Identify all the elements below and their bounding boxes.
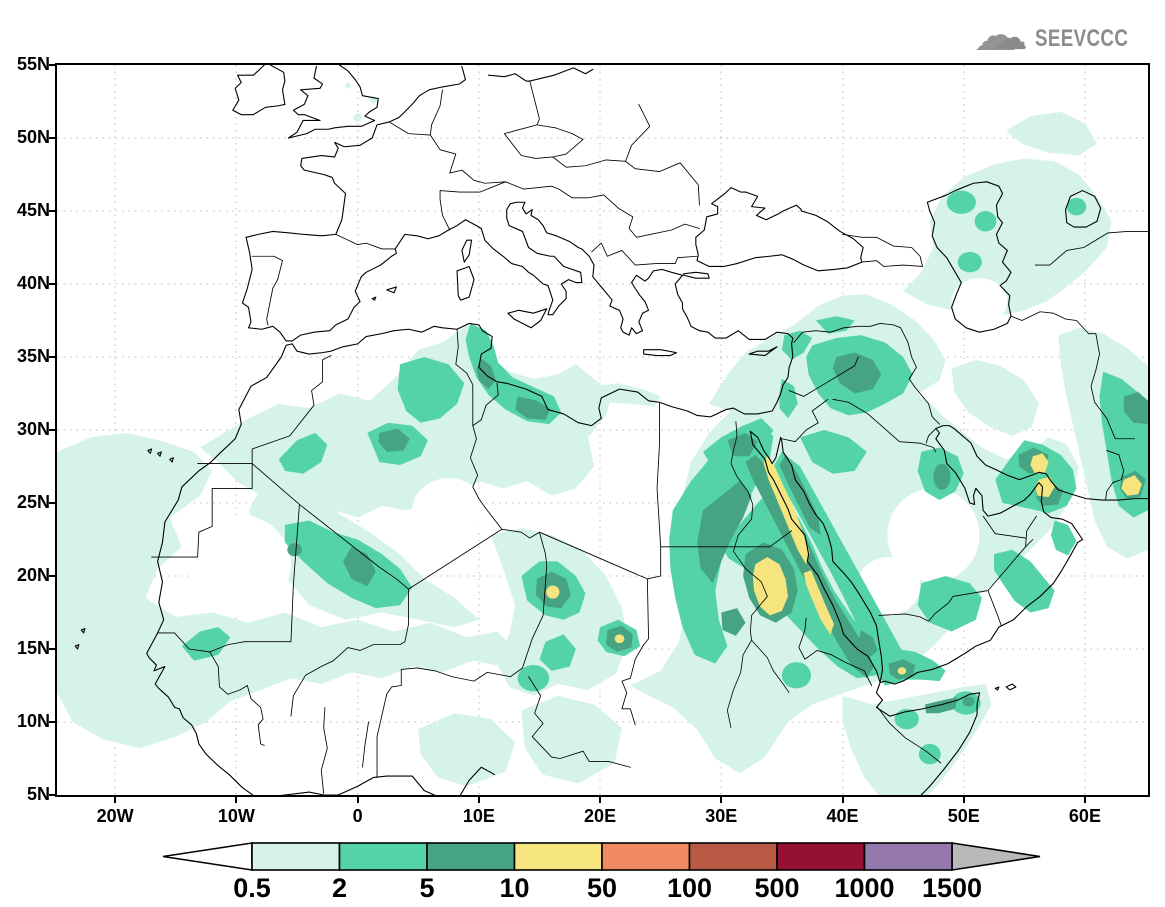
lon-tick bbox=[962, 795, 965, 803]
legend-color-segment bbox=[338, 842, 428, 871]
lon-tick bbox=[114, 795, 117, 803]
legend-threshold-label: 1500 bbox=[921, 873, 983, 903]
lon-tick-label: 60E bbox=[1068, 806, 1101, 826]
lon-tick-label: 0 bbox=[352, 806, 363, 826]
lat-tick bbox=[49, 64, 57, 66]
lon-tick bbox=[356, 795, 359, 803]
lat-tick-label: 5N bbox=[26, 784, 50, 804]
lat-tick-label: 45N bbox=[16, 200, 50, 220]
dust-level4-shading bbox=[546, 453, 1142, 675]
lat-tick-label: 55N bbox=[16, 54, 50, 74]
color-scale-legend: 0.5 2 5 10 50 100 500 1000 1500 bbox=[0, 835, 1165, 907]
lon-tick-label: 20W bbox=[96, 806, 134, 826]
lat-tick bbox=[49, 575, 57, 577]
lat-tick-label: 30N bbox=[16, 419, 50, 439]
lat-tick bbox=[49, 210, 57, 212]
lon-tick-label: 40E bbox=[826, 806, 859, 826]
lon-tick-label: 30E bbox=[705, 806, 738, 826]
legend-color-segment bbox=[688, 842, 778, 871]
lat-tick-label: 20N bbox=[16, 565, 50, 585]
legend-color-segment bbox=[426, 842, 516, 871]
lon-tick-label: 10W bbox=[217, 806, 255, 826]
forecast-map bbox=[55, 63, 1150, 797]
lat-tick bbox=[49, 502, 57, 504]
lon-tick-label: 10E bbox=[462, 806, 495, 826]
logo-text: SEEVCCC bbox=[1035, 25, 1129, 52]
lat-tick bbox=[49, 137, 57, 139]
legend-arrow bbox=[162, 842, 253, 871]
legend-arrow bbox=[951, 842, 1041, 871]
lon-tick bbox=[720, 795, 723, 803]
seevccc-logo: ☁ ☁ SEEVCCC bbox=[973, 11, 1155, 62]
lat-tick bbox=[49, 283, 57, 285]
lat-tick-label: 15N bbox=[16, 638, 50, 658]
country-borders bbox=[152, 81, 1148, 793]
legend-threshold-label: 100 bbox=[666, 873, 713, 903]
lat-tick bbox=[49, 721, 57, 723]
legend-threshold-label: 10 bbox=[499, 873, 530, 903]
legend-threshold-label: 50 bbox=[586, 873, 618, 903]
lon-tick bbox=[599, 795, 602, 803]
lat-tick-label: 50N bbox=[16, 127, 50, 147]
legend-threshold-label: 2 bbox=[331, 873, 348, 903]
lat-tick-label: 10N bbox=[16, 711, 50, 731]
rivers bbox=[727, 421, 789, 728]
lon-tick bbox=[235, 795, 238, 803]
legend-color-segment bbox=[776, 842, 866, 871]
lat-tick bbox=[49, 648, 57, 650]
legend-threshold-label: 5 bbox=[419, 873, 435, 903]
lat-tick-label: 25N bbox=[16, 492, 50, 512]
lat-tick-label: 35N bbox=[16, 346, 50, 366]
lat-tick bbox=[49, 356, 57, 358]
cloud-logo-icon: ☁ ☁ bbox=[973, 11, 1028, 60]
legend-threshold-label: 500 bbox=[754, 873, 800, 903]
legend-color-segment bbox=[601, 842, 691, 871]
lat-tick-label: 40N bbox=[16, 273, 50, 293]
lat-tick bbox=[49, 429, 57, 431]
coastlines bbox=[75, 65, 1148, 795]
lon-tick bbox=[1083, 795, 1086, 803]
legend-threshold-label: 1000 bbox=[834, 873, 895, 903]
lon-tick-label: 20E bbox=[584, 806, 617, 826]
color-scale-bar bbox=[162, 842, 1041, 871]
legend-color-segment bbox=[513, 842, 603, 871]
lon-tick bbox=[841, 795, 844, 803]
legend-color-segment bbox=[863, 842, 953, 871]
lat-tick bbox=[49, 794, 57, 796]
legend-threshold-label: 0.5 bbox=[233, 873, 271, 903]
lon-tick-label: 50E bbox=[947, 806, 980, 826]
legend-color-segment bbox=[251, 842, 341, 871]
lon-tick bbox=[477, 795, 480, 803]
